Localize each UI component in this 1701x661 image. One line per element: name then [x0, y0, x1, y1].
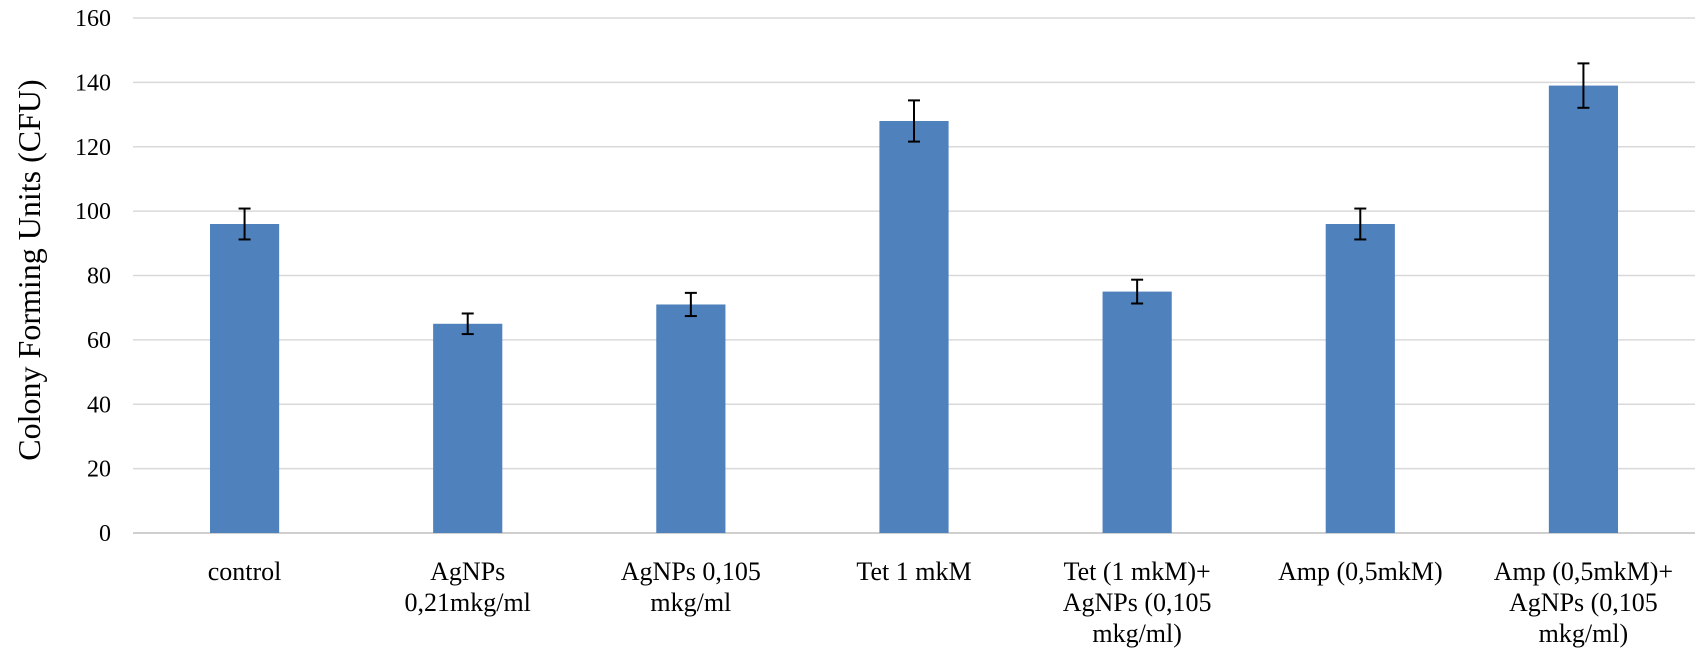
- x-category-label-line: Tet (1 mkM)+: [1064, 557, 1211, 586]
- bars: [209, 85, 1619, 533]
- error-bar: [461, 312, 474, 336]
- x-category-label: Amp (0,5mkM): [1278, 557, 1443, 586]
- error-bar: [908, 99, 920, 143]
- y-tick-label: 20: [87, 457, 111, 483]
- x-category-label-line: 0,21mkg/ml: [405, 588, 531, 617]
- y-tick-label: 40: [87, 392, 111, 418]
- error-bar: [1577, 62, 1590, 109]
- x-category-label-line: Amp (0,5mkM): [1278, 557, 1443, 586]
- error-bars: [238, 62, 1590, 336]
- y-tick-label: 80: [87, 264, 111, 290]
- error-bar: [238, 207, 251, 241]
- x-category-label: AgNPs 0,105 mkg/ml: [621, 557, 761, 617]
- y-tick-label: 0: [99, 521, 111, 547]
- x-category-label: control: [208, 557, 282, 586]
- y-tick-label: 140: [75, 70, 111, 96]
- bar: [1102, 291, 1172, 533]
- x-category-label: AgNPs 0,21mkg/ml: [405, 557, 531, 617]
- x-category-label: Tet (1 mkM)+ AgNPs (0,105 mkg/ml): [1063, 557, 1212, 648]
- error-bar: [1354, 207, 1367, 241]
- x-category-label-line: control: [208, 557, 282, 586]
- y-tick-label: 160: [75, 6, 111, 32]
- x-category-labels: control AgNPs 0,21mkg/ml AgNPs 0,105 mkg/ml T…: [208, 557, 1673, 648]
- x-category-label-line: mkg/ml: [650, 588, 731, 617]
- y-tick-label: 120: [75, 135, 111, 161]
- x-category-label-line: Amp (0,5mkM)+: [1494, 557, 1673, 586]
- x-category-label-line: AgNPs 0,105: [621, 557, 761, 586]
- y-tick-labels: 0 20 40 60 80 100 120 140 160: [75, 6, 111, 547]
- bar: [879, 121, 949, 533]
- x-category-label-line: AgNPs: [430, 557, 505, 586]
- x-category-label-line: Tet 1 mkM: [856, 557, 971, 586]
- x-category-label-line: mkg/ml): [1092, 619, 1182, 648]
- x-category-label-line: mkg/ml): [1539, 619, 1629, 648]
- x-category-label-line: AgNPs (0,105: [1063, 588, 1212, 617]
- x-category-label: Amp (0,5mkM)+ AgNPs (0,105 mkg/ml): [1494, 557, 1673, 648]
- bar: [209, 224, 280, 533]
- bar: [1548, 85, 1619, 533]
- y-tick-label: 60: [87, 328, 111, 354]
- error-bar: [1131, 278, 1144, 305]
- x-category-label-line: AgNPs (0,105: [1509, 588, 1658, 617]
- bar: [433, 323, 503, 533]
- y-tick-label: 100: [75, 199, 111, 225]
- error-bar: [684, 291, 697, 318]
- x-category-label: Tet 1 mkM: [856, 557, 971, 586]
- y-axis-label: Colony Forming Units (CFU): [11, 79, 47, 460]
- bar: [656, 304, 726, 533]
- bar: [1325, 224, 1395, 533]
